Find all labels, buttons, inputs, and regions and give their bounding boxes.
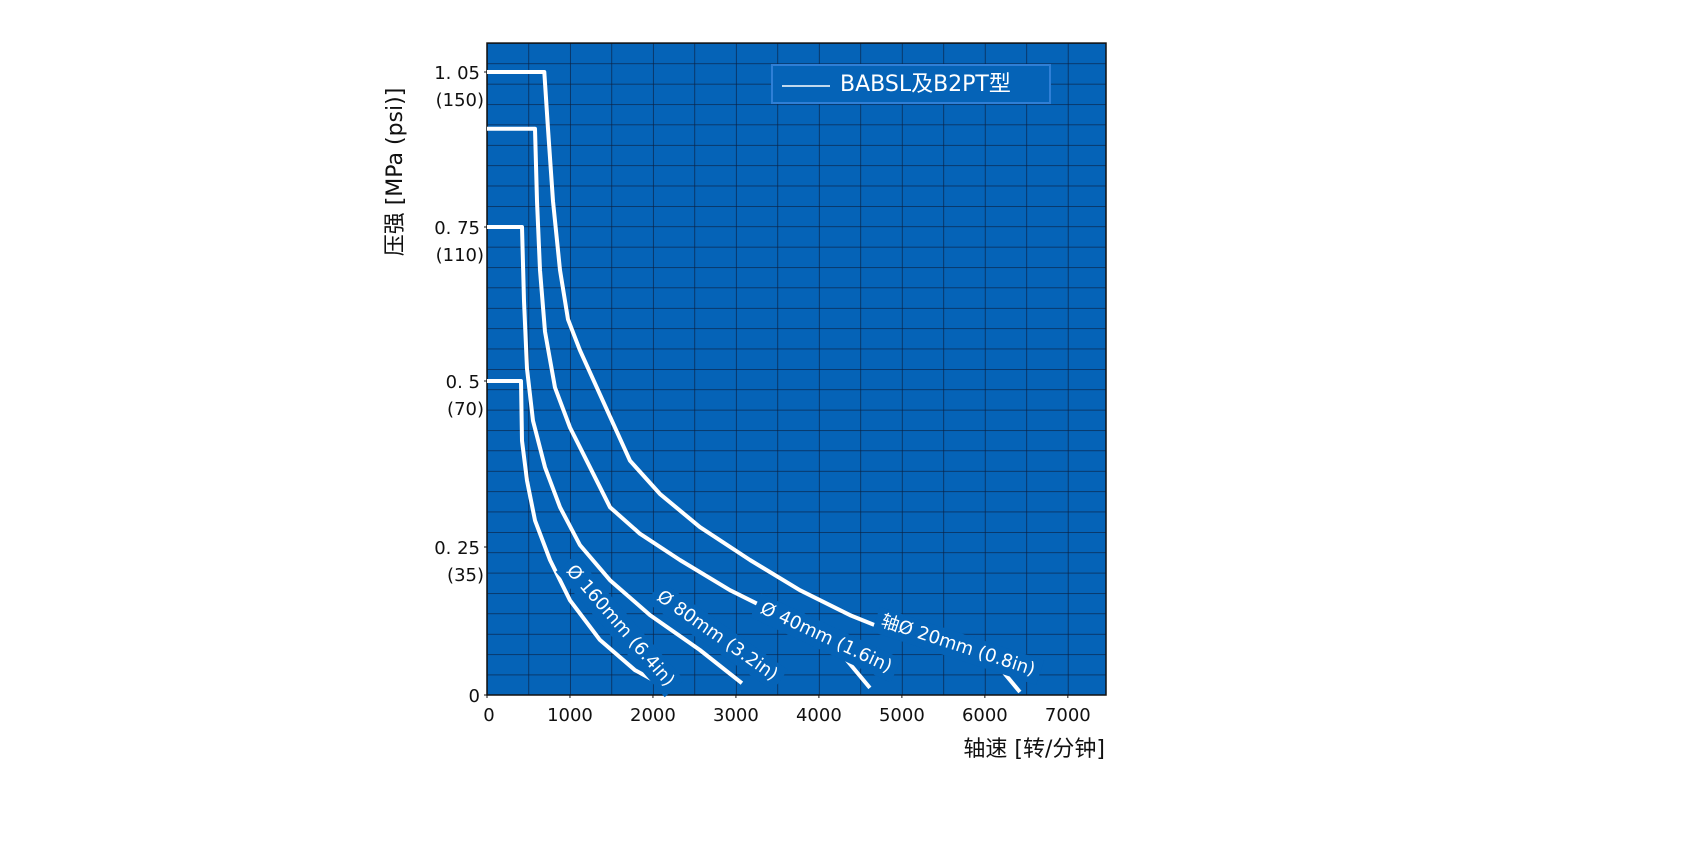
y-axis-title: 压强 [MPa (psi)] [383,88,408,257]
y-tick-label: 1. 05 [434,63,480,84]
curve [487,379,661,686]
x-tick-label: 0 [483,705,494,726]
x-tick-label: 7000 [1045,705,1091,726]
y-tick-sublabel: (150) [436,90,484,111]
legend-box [771,64,1051,104]
curve-label-bg [646,580,788,692]
y-tick-label: 0 [469,686,480,707]
curve [487,225,744,685]
y-tick-label: 0. 25 [434,538,480,559]
legend-label: BABSL及B2PT型 [840,72,1011,97]
x-tick-label: 5000 [879,705,925,726]
x-tick-label: 4000 [796,705,842,726]
x-tick-label: 6000 [962,705,1008,726]
x-axis-title: 轴速 [转/分钟] [963,737,1105,762]
y-tick-label: 0. 75 [434,218,480,239]
y-tick-sublabel: (110) [436,245,484,266]
curve-label-bg [871,606,1045,686]
x-tick-label: 3000 [713,705,759,726]
x-tick-label: 1000 [547,705,593,726]
y-tick-sublabel: (35) [447,565,484,586]
y-tick-sublabel: (70) [447,399,484,420]
plot-border [486,42,1107,696]
x-tick-label: 2000 [630,705,676,726]
curve-label-bg [750,593,902,683]
y-tick-label: 0. 5 [446,372,480,393]
curve-label-bg [555,554,685,698]
